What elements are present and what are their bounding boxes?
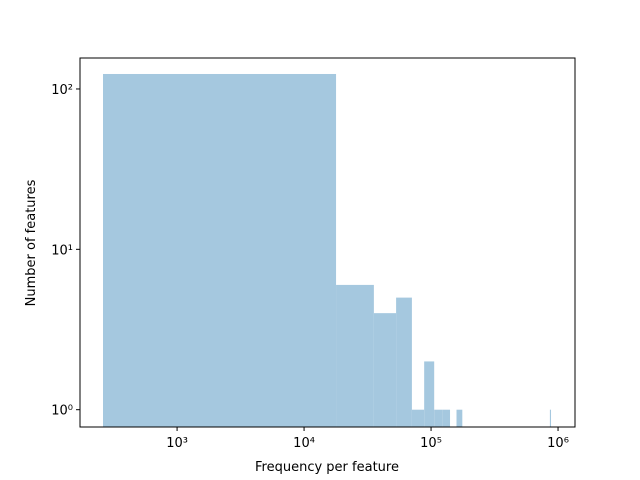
x-axis-label: Frequency per feature <box>255 460 399 475</box>
bar <box>396 297 412 427</box>
bar <box>442 409 451 427</box>
bar <box>336 284 374 427</box>
y-axis-label: Number of features <box>24 179 39 306</box>
x-tick-label: 10³ <box>166 436 188 451</box>
y-tick-label: 10⁰ <box>51 404 73 419</box>
bar <box>411 409 425 427</box>
x-tick-label: 10⁵ <box>420 436 442 451</box>
x-tick-label: 10⁴ <box>293 436 315 451</box>
bar <box>424 361 435 427</box>
bar <box>456 409 463 427</box>
bar <box>434 409 443 427</box>
y-tick-label: 10² <box>51 83 73 98</box>
bar <box>102 73 337 428</box>
bar <box>373 313 397 427</box>
bar <box>549 409 552 427</box>
x-tick-label: 10⁶ <box>547 436 569 451</box>
plot-frame <box>79 57 576 428</box>
y-tick-label: 10¹ <box>51 243 73 258</box>
